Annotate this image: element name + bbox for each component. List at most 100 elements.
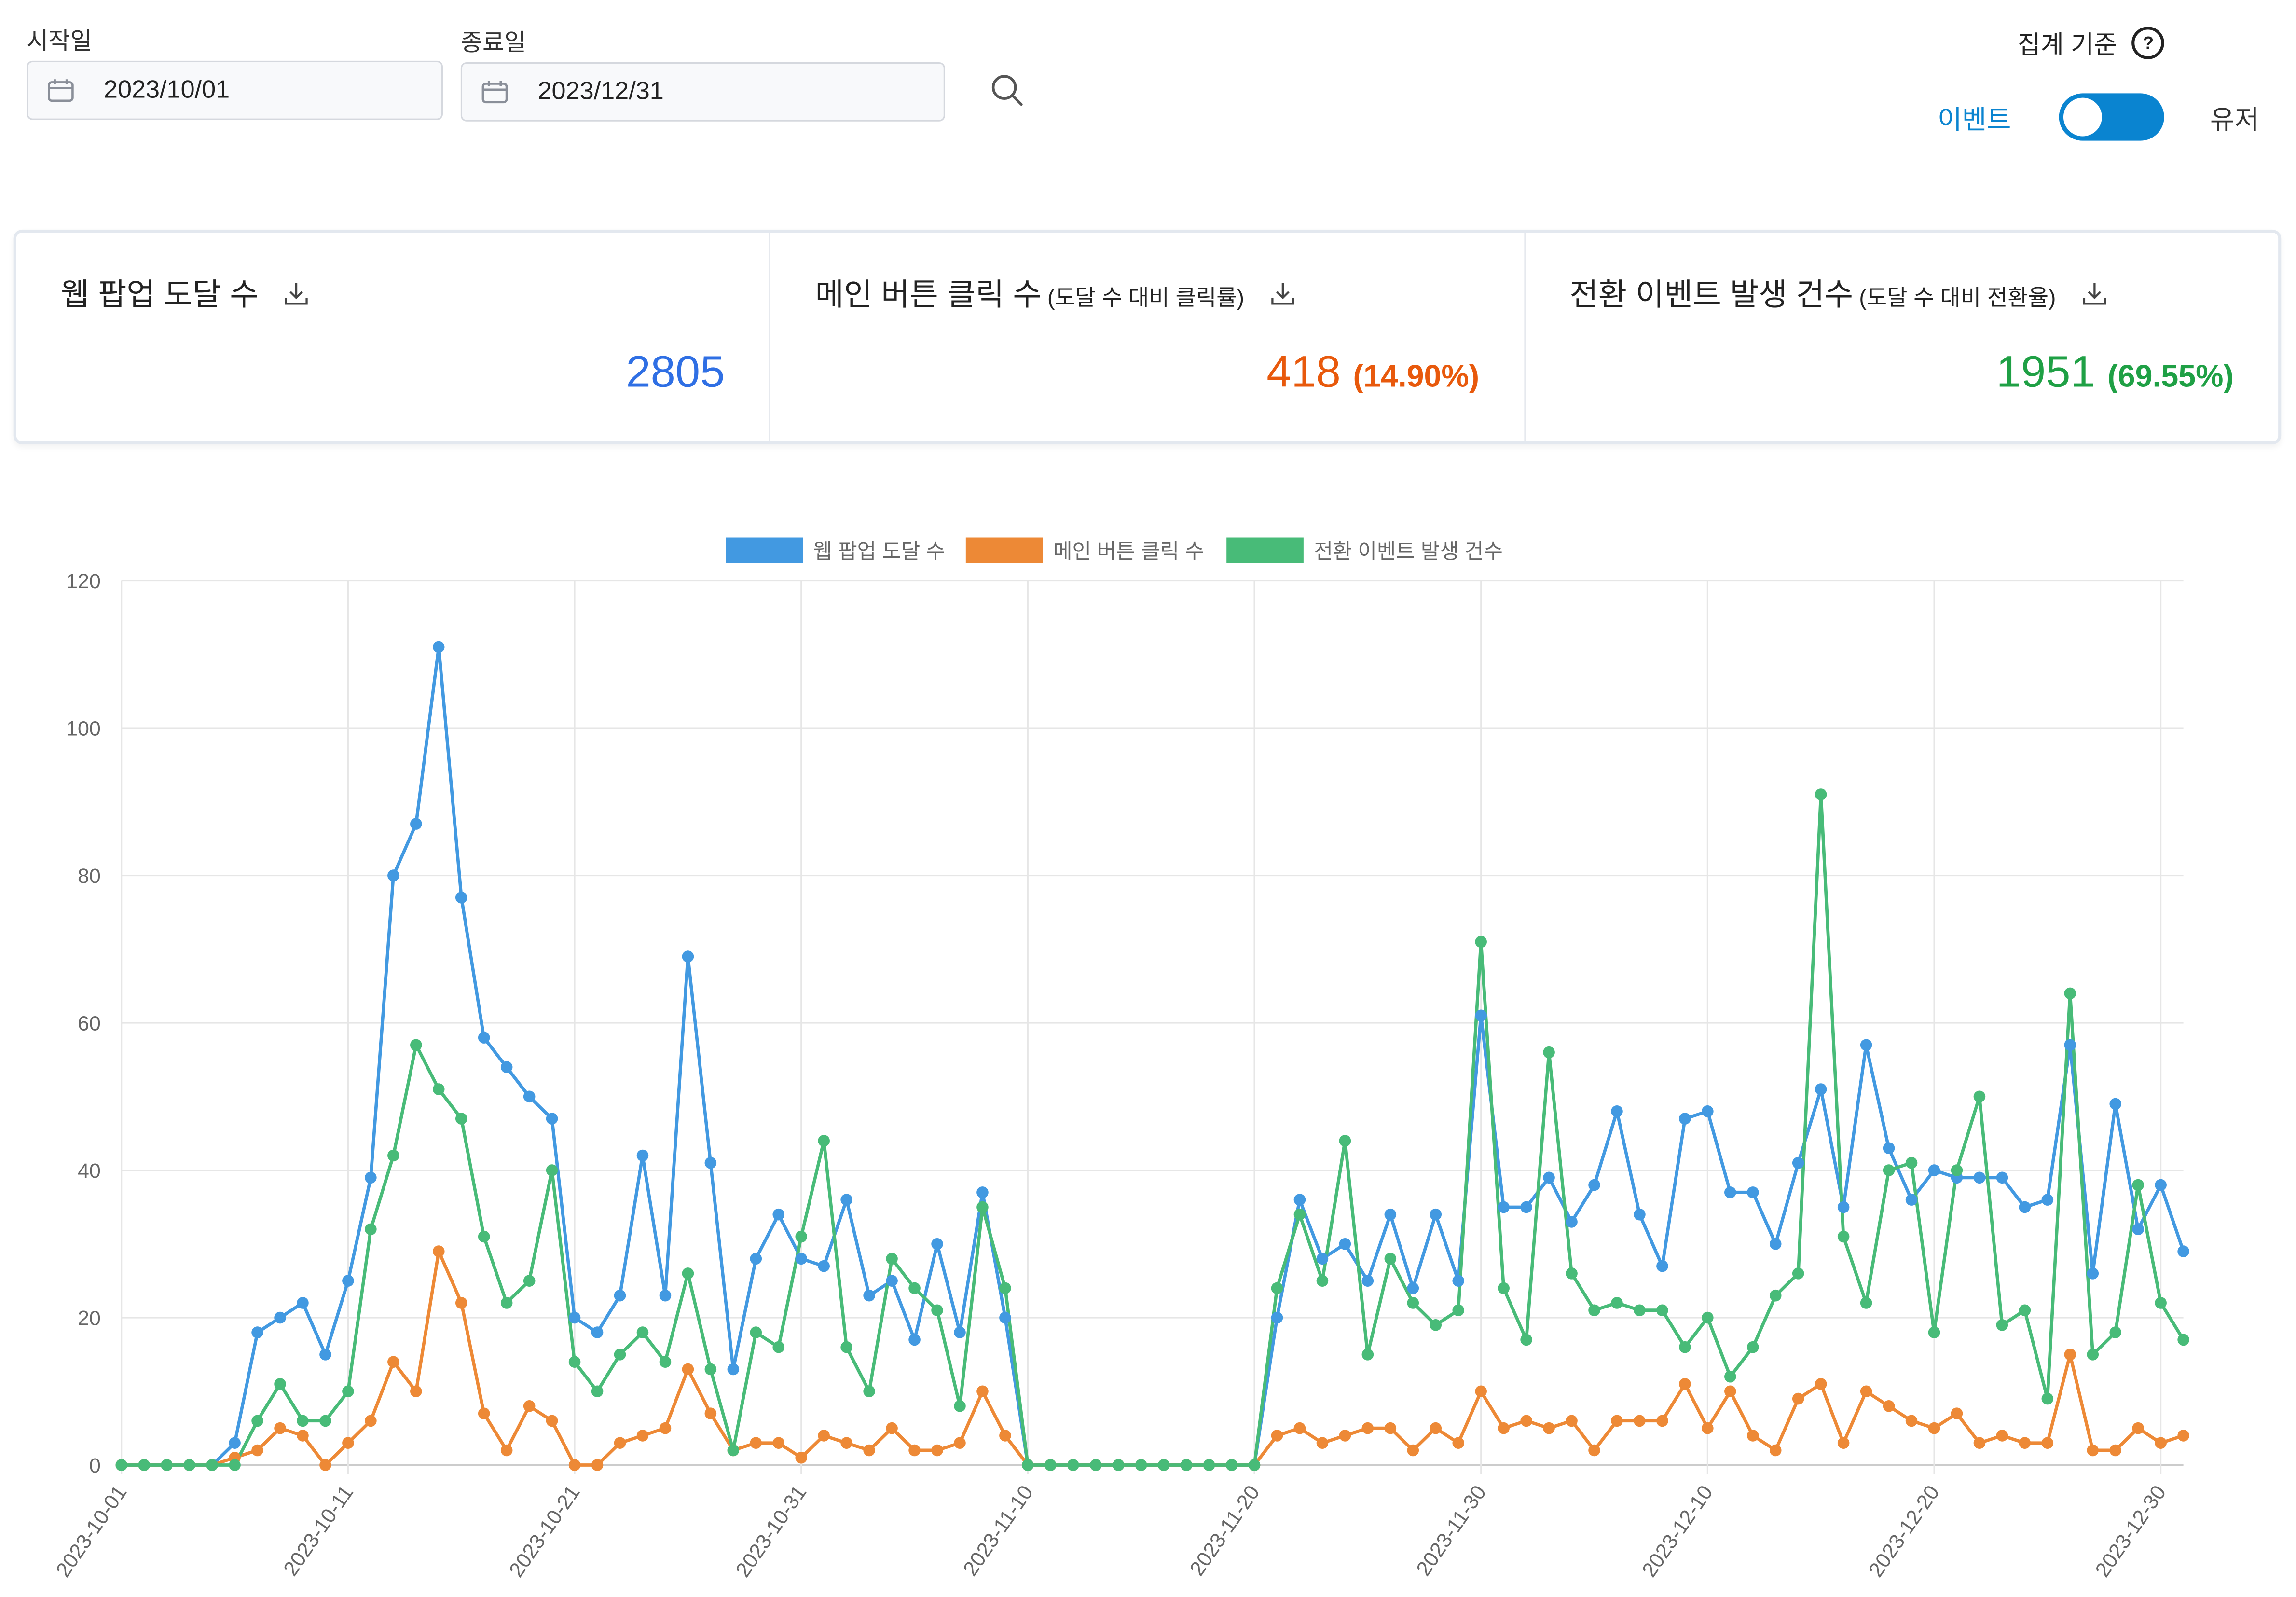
data-point-0: [251, 1326, 263, 1338]
data-point-1: [455, 1297, 467, 1309]
data-point-0: [387, 869, 399, 881]
data-point-2: [1951, 1164, 1963, 1176]
download-icon[interactable]: [285, 278, 309, 305]
data-point-0: [1543, 1171, 1555, 1184]
data-point-1: [591, 1459, 604, 1471]
data-point-2: [568, 1356, 581, 1368]
legend-label: 웹 팝업 도달 수: [813, 540, 945, 564]
data-point-2: [1520, 1334, 1532, 1346]
line-chart: 0 20 40 60 80 100 120 2023-10-01 2023-10-11 2023-…: [52, 537, 2189, 1582]
data-point-1: [1905, 1415, 1918, 1427]
data-point-2: [546, 1164, 558, 1176]
data-point-0: [863, 1289, 875, 1302]
data-point-1: [795, 1451, 808, 1464]
data-point-2: [1157, 1459, 1170, 1471]
toggle-option-user[interactable]: 유저: [2210, 105, 2259, 135]
card-title: 전환 이벤트 발생 건수: [1569, 278, 1854, 313]
download-icon[interactable]: [1271, 278, 1294, 305]
data-point-0: [319, 1349, 331, 1361]
data-point-0: [410, 818, 422, 830]
data-point-1: [704, 1407, 717, 1419]
data-point-1: [2132, 1422, 2144, 1434]
data-point-2: [2109, 1326, 2122, 1338]
data-point-0: [908, 1334, 921, 1346]
data-point-1: [1588, 1444, 1600, 1457]
series-line-2: [121, 793, 2185, 1467]
y-tick-label: 20: [78, 1307, 101, 1330]
aggregation-toggle[interactable]: [2059, 93, 2164, 141]
data-point-1: [908, 1444, 921, 1457]
help-icon[interactable]: ?: [2132, 26, 2165, 59]
data-point-1: [1293, 1422, 1306, 1434]
end-date-input[interactable]: 2023/12/31: [460, 62, 945, 122]
data-point-2: [1883, 1164, 1895, 1176]
data-point-2: [342, 1385, 354, 1398]
data-point-1: [319, 1459, 331, 1471]
data-point-0: [546, 1113, 558, 1125]
data-point-2: [2155, 1297, 2167, 1309]
data-point-1: [1611, 1415, 1623, 1427]
search-icon[interactable]: [991, 74, 1024, 107]
data-point-1: [546, 1415, 558, 1427]
data-point-2: [1860, 1297, 1872, 1309]
card-title: 웹 팝업 도달 수: [60, 278, 259, 313]
data-point-2: [1656, 1304, 1668, 1317]
data-point-1: [750, 1437, 762, 1449]
data-point-1: [1271, 1430, 1283, 1442]
calendar-icon: [47, 79, 74, 102]
data-point-0: [999, 1311, 1011, 1324]
data-point-1: [659, 1422, 672, 1434]
data-point-1: [1792, 1392, 1804, 1405]
data-point-2: [1724, 1370, 1736, 1383]
data-point-0: [1361, 1275, 1374, 1287]
summary-cards: 웹 팝업 도달 수 2805 메인 버튼 클릭 수 (도달 수 대비 클릭률) 4…: [13, 229, 2282, 445]
data-point-2: [455, 1113, 467, 1125]
data-point-0: [1588, 1179, 1600, 1191]
data-point-2: [2064, 987, 2076, 1000]
data-point-0: [591, 1326, 604, 1338]
data-point-2: [161, 1459, 173, 1471]
card-value: 2805: [626, 348, 725, 397]
data-point-2: [2132, 1179, 2144, 1191]
data-point-0: [1656, 1260, 1668, 1272]
data-point-2: [1203, 1459, 1215, 1471]
data-point-0: [1611, 1105, 1623, 1117]
data-point-1: [342, 1437, 354, 1449]
data-point-2: [1271, 1282, 1283, 1294]
data-point-2: [1973, 1090, 1986, 1103]
data-point-2: [410, 1039, 422, 1051]
data-point-2: [1248, 1459, 1261, 1471]
data-point-2: [251, 1415, 263, 1427]
data-point-2: [1905, 1156, 1918, 1169]
data-point-2: [976, 1201, 989, 1213]
start-date-label: 시작일: [27, 29, 92, 55]
data-point-0: [500, 1061, 513, 1073]
end-date-label: 종료일: [460, 31, 526, 56]
data-point-0: [2177, 1245, 2189, 1257]
data-point-1: [432, 1245, 445, 1257]
data-point-2: [1611, 1297, 1623, 1309]
data-point-2: [1588, 1304, 1600, 1317]
data-point-2: [1089, 1459, 1102, 1471]
data-point-2: [274, 1378, 286, 1390]
toggle-option-event[interactable]: 이벤트: [1937, 105, 2011, 135]
data-point-0: [1724, 1186, 1736, 1198]
data-point-1: [772, 1437, 785, 1449]
start-date-input[interactable]: 2023/10/01: [27, 60, 443, 120]
data-point-1: [818, 1430, 830, 1442]
x-tick-label: 2023-10-11: [279, 1481, 358, 1580]
data-point-0: [568, 1311, 581, 1324]
data-point-0: [365, 1171, 377, 1184]
legend-swatch: [965, 537, 1043, 563]
x-tick-label: 2023-12-20: [1864, 1481, 1944, 1582]
data-point-1: [523, 1400, 536, 1412]
data-point-2: [659, 1356, 672, 1368]
data-point-1: [1475, 1385, 1487, 1398]
data-point-2: [727, 1444, 740, 1457]
download-icon[interactable]: [2083, 278, 2106, 305]
data-point-2: [1769, 1289, 1782, 1302]
data-point-1: [1679, 1378, 1691, 1390]
data-point-0: [1430, 1208, 1442, 1221]
data-point-2: [1293, 1208, 1306, 1221]
